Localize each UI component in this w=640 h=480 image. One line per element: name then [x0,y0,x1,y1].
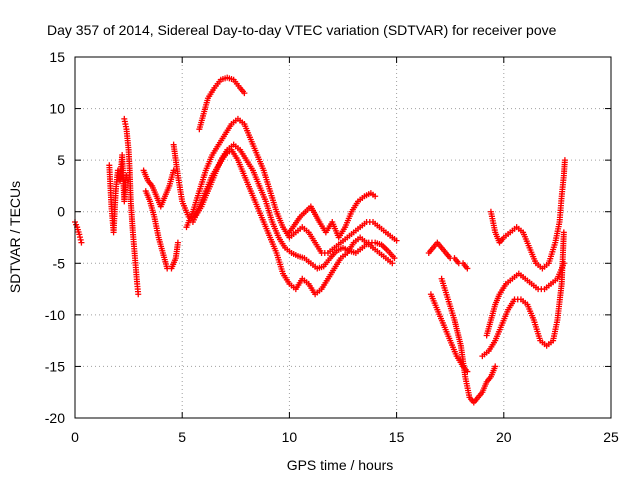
plot-frame [74,56,612,419]
chart-title: Day 357 of 2014, Sidereal Day-to-day VTE… [47,22,557,38]
y-axis-label: SDTVAR / TECUs [7,181,23,293]
data-point-marker [123,172,130,179]
y-tick-label: -20 [45,410,65,426]
series-arc-7 [183,115,400,256]
data-point-marker [393,237,400,244]
axis-ticks-layer: 0 5 10 15 20 25 15 10 5 0 -5 -10 -15 -20 [45,49,619,445]
x-tick-label: 15 [389,429,405,445]
series-arc-2 [106,151,130,236]
data-point-marker [464,265,471,272]
series-arc-9 [196,74,248,133]
x-axis-label: GPS time / hours [287,457,394,473]
x-tick-label: 20 [496,429,512,445]
x-tick-label: 5 [178,429,186,445]
y-tick-label: 15 [49,49,65,65]
data-point-marker [77,234,84,241]
series-arc-3 [121,115,142,298]
data-point-marker [135,291,142,298]
y-tick-label: -5 [53,255,66,271]
series-arc-4 [140,167,177,210]
data-point-marker [241,90,248,97]
series-arc-5 [142,188,181,272]
series-arc-8 [189,146,396,298]
data-point-marker [561,157,568,164]
data-point-marker [492,363,499,370]
y-tick-label: -10 [45,307,65,323]
y-tick-label: 10 [49,101,65,117]
grid-layer [75,57,611,418]
data-point-marker [174,239,181,246]
data-point-marker [389,260,396,267]
data-point-marker [77,236,84,243]
data-point-marker [391,255,398,262]
x-tick-label: 10 [282,429,298,445]
series-arc-13 [438,275,499,406]
x-tick-label: 0 [71,429,79,445]
data-points-layer [72,74,568,406]
data-point-marker [560,229,567,236]
data-point-marker [76,231,83,238]
series-arc-16 [487,157,568,272]
y-tick-label: -15 [45,358,65,374]
data-point-marker [372,193,379,200]
data-point-marker [78,239,85,246]
y-tick-label: 0 [57,204,65,220]
series-arc-11 [425,239,471,272]
series-arc-15 [479,229,567,360]
data-point-marker [170,167,177,174]
x-tick-label: 25 [603,429,619,445]
series-arc-12 [427,291,471,375]
y-tick-label: 5 [57,152,65,168]
series-arc-10 [286,190,379,241]
